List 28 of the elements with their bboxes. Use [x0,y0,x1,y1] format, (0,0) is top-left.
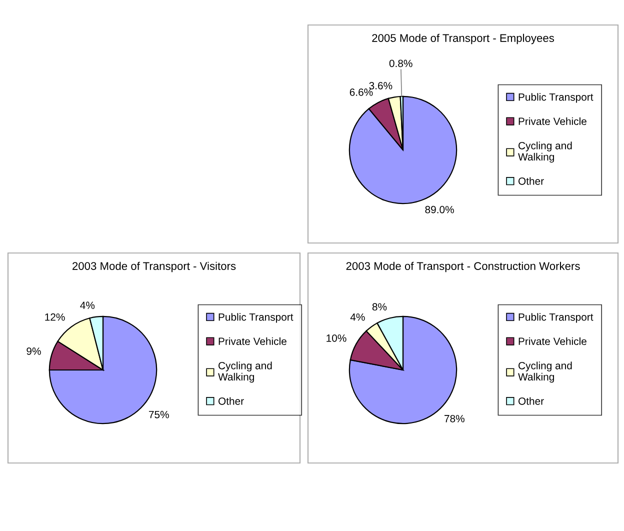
data-label: 9% [26,347,41,355]
data-label: 0.8% [389,60,412,68]
legend-label: Cycling and Walking [218,362,272,383]
data-label: 12% [45,313,65,321]
data-label: 6.6% [350,88,373,96]
data-label: 3.6% [369,82,392,90]
chart-title: 2003 Mode of Transport - Construction Workers [346,262,580,272]
legend-label: Public Transport [518,313,594,323]
legend-label: Public Transport [218,313,294,323]
legend-label: Cycling and Walking [518,362,572,383]
data-label: 75% [148,410,169,418]
legend-label: Other [518,397,544,405]
data-label: 4% [350,313,365,321]
chart-title: 2005 Mode of Transport - Employees [372,34,554,44]
data-label: 89.0% [425,206,454,214]
legend-label: Other [518,177,544,185]
legend-label: Cycling and Walking [518,142,572,163]
legend-label: Public Transport [518,93,594,103]
legend-label: Private Vehicle [518,117,586,126]
legend-label: Private Vehicle [218,337,286,346]
data-label: 8% [372,303,387,311]
chart-title: 2003 Mode of Transport - Visitors [72,262,236,272]
data-label: 4% [80,302,95,309]
data-label: 78% [444,414,464,422]
legend-label: Other [218,397,244,405]
data-label: 10% [326,334,346,342]
legend-label: Private Vehicle [518,337,586,346]
pie-slice [348,96,458,204]
